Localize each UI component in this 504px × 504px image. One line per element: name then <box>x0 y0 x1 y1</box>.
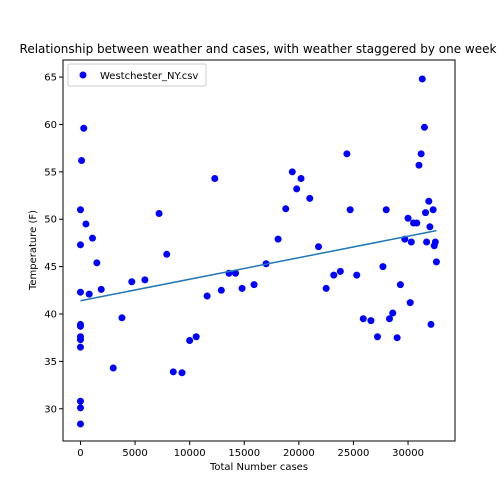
data-point <box>415 161 423 169</box>
y-axis-title: Temperature (F) <box>28 210 39 291</box>
data-point <box>353 271 361 279</box>
data-point <box>322 284 330 292</box>
data-point <box>413 219 421 227</box>
data-point <box>406 299 414 307</box>
data-point <box>297 174 305 182</box>
data-point <box>427 320 435 328</box>
data-point <box>407 238 415 246</box>
y-tick-label: 55 <box>44 167 57 178</box>
data-point <box>367 317 375 325</box>
legend-marker <box>79 71 87 79</box>
data-point <box>359 315 367 323</box>
data-point <box>423 238 431 246</box>
x-tick-label: 0 <box>77 448 83 459</box>
data-point <box>431 238 439 246</box>
x-tick-label: 25000 <box>338 448 370 459</box>
data-point <box>418 75 426 83</box>
y-tick-label: 65 <box>44 73 57 84</box>
data-point <box>306 194 314 202</box>
x-tick-label: 30000 <box>392 448 424 459</box>
data-point <box>85 290 93 298</box>
data-point <box>282 205 290 213</box>
legend-box <box>67 63 207 87</box>
data-point <box>118 314 126 322</box>
y-tick-label: 50 <box>44 215 57 226</box>
data-point <box>417 150 425 158</box>
data-point <box>315 243 323 251</box>
data-point <box>422 209 430 217</box>
legend-label: Westchester_NY.csv <box>100 71 198 82</box>
axes: 0 5000 10000 15000 20000 25000 30000 30 35 40 45 50… <box>44 59 456 459</box>
data-point <box>379 263 387 271</box>
data-point <box>192 333 200 341</box>
data-point <box>93 259 101 267</box>
y-tick-label: 35 <box>44 357 57 368</box>
data-point <box>293 185 301 193</box>
data-point <box>385 315 393 323</box>
data-point <box>128 278 136 286</box>
chart-title: Relationship between weather and cases, … <box>20 42 497 56</box>
data-point <box>432 258 440 266</box>
data-point <box>274 235 282 243</box>
data-point <box>288 168 296 176</box>
data-point <box>396 281 404 289</box>
y-tick-label: 60 <box>44 120 57 131</box>
data-point <box>429 206 437 214</box>
data-point <box>88 234 96 242</box>
data-point <box>76 343 84 351</box>
y-tick-label: 30 <box>44 404 57 415</box>
data-point <box>141 276 149 284</box>
data-point <box>76 320 84 328</box>
data-point <box>250 281 258 289</box>
data-point <box>163 250 171 258</box>
data-point <box>203 292 211 300</box>
data-point <box>76 420 84 428</box>
data-point <box>238 284 246 292</box>
data-point <box>109 364 117 372</box>
data-point <box>76 404 84 412</box>
y-tick-label: 40 <box>44 310 57 321</box>
data-point <box>82 220 90 228</box>
data-point <box>186 337 194 345</box>
data-point <box>169 368 177 376</box>
data-point <box>76 397 84 405</box>
data-point <box>78 156 86 164</box>
data-point <box>330 271 338 279</box>
y-tick-label: 45 <box>44 262 57 273</box>
data-point <box>393 334 401 342</box>
data-point <box>80 124 88 132</box>
legend: Westchester_NY.csv <box>67 63 207 87</box>
x-tick-label: 15000 <box>228 448 260 459</box>
data-point <box>155 210 163 218</box>
x-tick-label: 20000 <box>283 448 315 459</box>
data-point <box>404 214 412 222</box>
data-point <box>76 206 84 214</box>
data-point <box>178 369 186 377</box>
x-tick-label: 10000 <box>174 448 206 459</box>
plot-area <box>76 75 440 428</box>
plot-frame <box>62 59 456 442</box>
data-point <box>76 288 84 296</box>
data-point <box>97 285 105 293</box>
data-point <box>425 197 433 205</box>
data-point <box>217 286 225 294</box>
data-point <box>232 269 240 277</box>
data-point <box>211 174 219 182</box>
data-point <box>346 206 354 214</box>
data-point <box>76 241 84 249</box>
data-point <box>336 267 344 275</box>
x-axis-title: Total Number cases <box>209 462 308 473</box>
data-point <box>420 123 428 131</box>
data-point <box>389 309 397 317</box>
trend-line <box>80 229 437 302</box>
data-point <box>426 223 434 231</box>
x-tick-label: 5000 <box>122 448 147 459</box>
data-point <box>76 333 84 341</box>
data-point <box>373 333 381 341</box>
data-point <box>343 150 351 158</box>
data-point <box>382 206 390 214</box>
